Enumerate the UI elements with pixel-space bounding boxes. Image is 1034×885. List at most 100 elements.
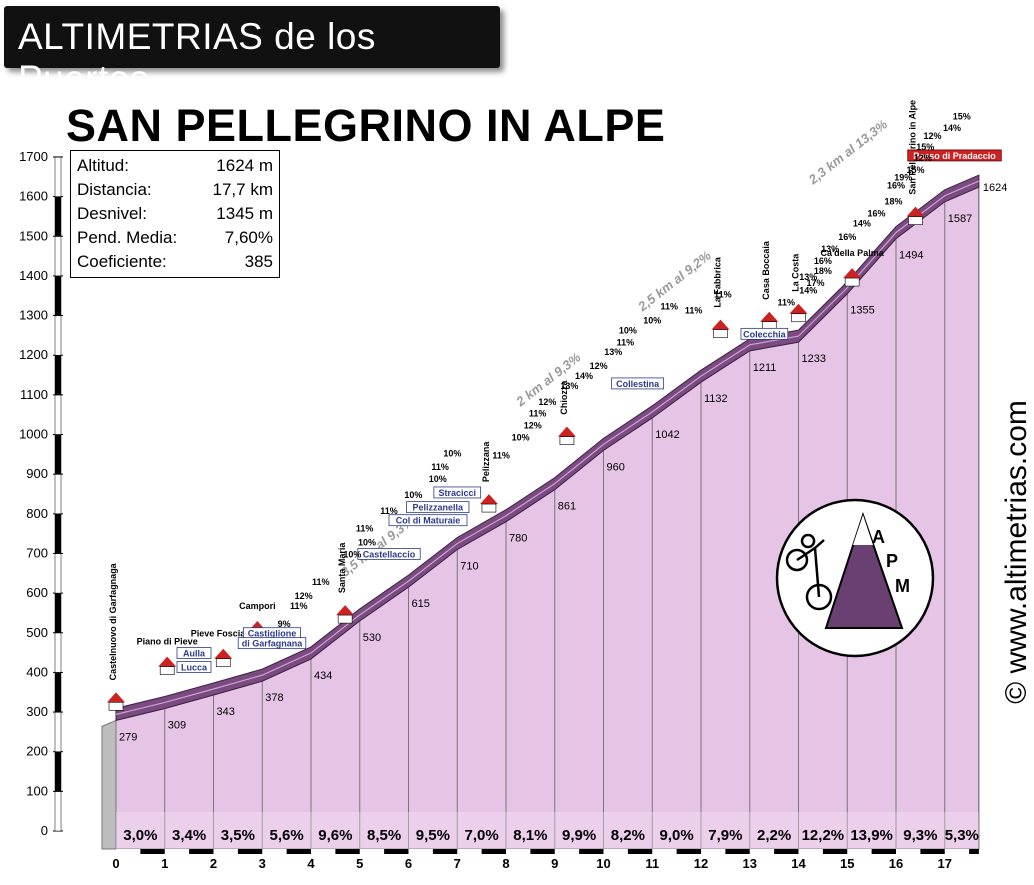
- x-tick-label: 2: [210, 856, 217, 871]
- logo-letter: P: [886, 551, 898, 571]
- segment-gradient-label: 10%: [619, 325, 637, 335]
- logo-bike-wheel-icon: [785, 548, 809, 572]
- y-tick-label: 800: [26, 506, 48, 521]
- x-scale-segment: [408, 849, 433, 854]
- x-scale-segment: [213, 849, 238, 854]
- x-tick-label: 13: [743, 856, 757, 871]
- village-icon: [713, 329, 728, 338]
- segment-gradient-label: 14%: [575, 371, 593, 381]
- segment-gradient-label: 11%: [356, 524, 374, 534]
- segment-gradient-label: 14%: [853, 218, 871, 228]
- altitude-label: 1494: [899, 250, 923, 262]
- profile-side-face: [101, 719, 117, 850]
- segment-gradient-label: 13%: [560, 381, 578, 391]
- segment-gradient-label: 10%: [443, 448, 461, 458]
- segment-gradient-label: 11%: [529, 409, 547, 419]
- place-label: Pieve Fosciana: [191, 629, 257, 639]
- segment-gradient-label: 10%: [358, 538, 376, 548]
- x-tick-label: 7: [454, 856, 461, 871]
- junction-label: Lucca: [181, 662, 208, 672]
- place-label: San Pellegrino in Alpe: [908, 100, 918, 195]
- segment-gradient-label: 10%: [404, 490, 422, 500]
- y-tick-label: 1600: [19, 189, 48, 204]
- x-scale-segment: [554, 849, 580, 854]
- gradient-label: 7,9%: [708, 827, 742, 844]
- segment-gradient-label: 11%: [431, 462, 449, 472]
- segment-gradient-label: 11%: [492, 450, 510, 460]
- village-icon: [557, 426, 576, 437]
- segment-gradient-label: 17%: [807, 278, 825, 288]
- junction-label: Castiglione: [248, 629, 297, 639]
- y-axis: 0 100 200 300 400 500 600 700 800 900 1000 1100 1200…: [19, 149, 63, 838]
- brand-text: ALTIMETRIAS de los Puertos: [18, 16, 376, 99]
- place-label: Ca'della Palma: [821, 248, 885, 258]
- junction-label: Pelizzanella: [412, 503, 464, 513]
- y-scale-segment: [54, 473, 62, 515]
- y-tick-label: 300: [26, 704, 48, 719]
- y-tick-label: 1000: [19, 427, 48, 442]
- altitude-label: 615: [412, 598, 430, 610]
- junction-label: di Garfagnana: [242, 639, 304, 649]
- segment-gradient-label: 12%: [590, 361, 608, 371]
- segment-gradient-label: 13%: [799, 272, 817, 282]
- junction-label: Passo di Pradaccio: [913, 151, 996, 161]
- junction-sign: [433, 486, 482, 499]
- stat-label: Desnivel:: [77, 204, 147, 223]
- stat-value: 1624 m: [216, 156, 273, 175]
- village-icon: [215, 658, 231, 668]
- x-tick-label: 14: [791, 856, 806, 871]
- stat-label: Altitud:: [77, 156, 129, 175]
- junction-label: Collestina: [616, 379, 660, 389]
- altitude-label: 960: [607, 461, 625, 473]
- gradient-label: 8,2%: [611, 827, 645, 844]
- segment-gradient-label: 11%: [312, 577, 330, 587]
- gradient-label: 5,6%: [270, 827, 304, 844]
- altitude-label: 434: [314, 670, 332, 682]
- x-scale-segment: [457, 849, 482, 854]
- y-scale-segment: [54, 791, 62, 832]
- village-icon: [108, 702, 124, 711]
- logo-letter: A: [872, 527, 885, 547]
- junction-sign: [357, 548, 421, 560]
- place-label: Casa Boccaia: [761, 240, 771, 300]
- place-label: Campori: [239, 601, 276, 611]
- stat-value: 1345 m: [216, 204, 273, 223]
- y-scale-segment: [54, 513, 62, 554]
- gradient-row: 3,0% 3,4% 3,5% 5,6% 9,6% 8,5% 9,5% 7,0% 8,1% 9,9%…: [116, 812, 979, 849]
- village-icon: [711, 319, 730, 330]
- segment-gradient-label: 9%: [278, 619, 291, 629]
- segment-gradient-label: 11%: [778, 298, 796, 308]
- segment-gradient-label: 11%: [380, 506, 398, 516]
- place-label: Pelizzana: [481, 441, 491, 483]
- x-tick-label: 9: [551, 856, 558, 871]
- x-scale-segment: [847, 849, 872, 854]
- logo-mountain-icon: [824, 511, 904, 629]
- altitude-label: 378: [265, 692, 283, 704]
- segment-gradient-label: 12%: [914, 153, 932, 163]
- y-tick-label: 1500: [19, 228, 48, 243]
- altitude-label: 279: [119, 731, 137, 743]
- segment-gradient-label: 16%: [887, 181, 905, 191]
- place-label: Santa Maria: [337, 542, 347, 594]
- segment-gradient-label: 16%: [867, 208, 885, 218]
- altitude-label: 1042: [655, 429, 679, 441]
- stat-coeficiente: Coeficiente: 385: [77, 252, 273, 276]
- stat-value: 385: [244, 252, 273, 271]
- road-band: [115, 174, 980, 722]
- stat-distancia: Distancia: 17,7 km: [77, 180, 273, 204]
- altitude-label: 1624: [983, 182, 1007, 194]
- x-tick-label: 6: [405, 856, 412, 871]
- segment-gradient-label: 12%: [295, 591, 313, 601]
- village-icon: [906, 206, 925, 217]
- stat-value: 7,60%: [224, 228, 273, 247]
- village-icon: [159, 666, 175, 675]
- segment-gradient-label: 10%: [429, 474, 447, 484]
- x-tick-label: 16: [889, 856, 903, 871]
- segment-gradient-label: 16%: [814, 256, 832, 266]
- stat-value: 17,7 km: [212, 180, 273, 199]
- logo-snowcap-icon: [853, 515, 873, 545]
- gradient-label: 9,6%: [318, 827, 352, 844]
- y-scale-segment: [54, 354, 62, 396]
- y-scale-segment: [54, 672, 62, 713]
